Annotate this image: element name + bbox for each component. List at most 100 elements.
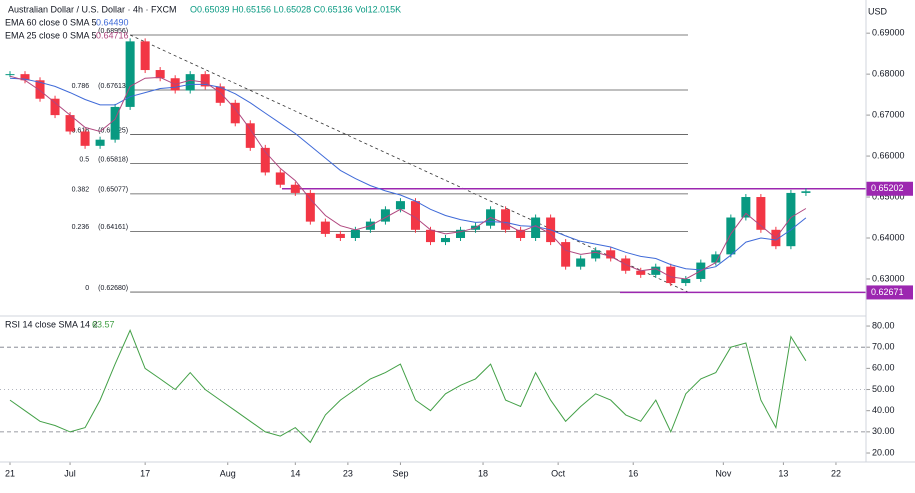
candle [666, 266, 676, 284]
candle [395, 201, 405, 210]
fib-label: (0.64161) [98, 224, 128, 231]
ohlc: O0.65039 H0.65156 L0.65028 C0.65136 Vol1… [190, 4, 401, 14]
x-tick-label: 23 [343, 468, 353, 478]
candle [305, 192, 315, 222]
y-tick-label: 60.00 [872, 363, 895, 373]
fib-label: (0.68956) [98, 28, 128, 35]
y-tick-label: 0.67000 [872, 109, 905, 119]
fib-label: (0.67613) [98, 83, 128, 90]
x-tick-label: Sep [392, 468, 408, 478]
candle [726, 217, 736, 255]
candle [350, 229, 360, 238]
candle [335, 233, 345, 238]
candle [801, 191, 811, 193]
candle [681, 278, 691, 284]
candle [125, 41, 135, 107]
candle [711, 254, 721, 263]
ema-line [9, 77, 807, 271]
candle [245, 123, 255, 148]
rsi-title: RSI 14 close SMA 14 2 [5, 319, 98, 329]
y-tick-label: 0.69000 [872, 28, 905, 38]
candle [215, 86, 225, 103]
x-tick-label: Nov [715, 468, 732, 478]
candle [50, 98, 60, 116]
fib-label: (0.65818) [98, 156, 128, 163]
candle [756, 197, 766, 230]
candle [651, 266, 661, 275]
legend-ema25: EMA 25 close 0 SMA 5 [5, 30, 97, 40]
x-tick-label: 22 [831, 468, 841, 478]
rsi-line [9, 329, 807, 444]
price-label-box [866, 181, 913, 196]
fib-label: (0.65077) [98, 187, 128, 194]
candle [576, 258, 586, 267]
candle [140, 41, 150, 71]
candle [20, 74, 30, 81]
candle [5, 74, 15, 76]
fib-ratio: 0 [85, 285, 89, 292]
y-tick-label: 50.00 [872, 384, 895, 394]
candle [786, 192, 796, 247]
x-tick-label: Jul [64, 468, 76, 478]
fib-ratio: 0.236 [72, 224, 90, 231]
candle [260, 147, 270, 173]
candle [531, 217, 541, 238]
candle [275, 172, 285, 185]
candle [65, 115, 75, 132]
candle [380, 209, 390, 222]
price-label: 0.65202 [871, 183, 904, 193]
x-tick-label: 17 [140, 468, 150, 478]
legend-ema25-value: 0.64716 [96, 30, 129, 40]
candle [320, 221, 330, 234]
candle [516, 229, 526, 238]
candle [456, 229, 466, 238]
fib-ratio: 0.382 [72, 187, 90, 194]
candle [95, 139, 105, 146]
candle [155, 70, 165, 79]
x-tick-label: 13 [778, 468, 788, 478]
trendline [129, 34, 689, 293]
candle [185, 74, 195, 91]
candle [230, 102, 240, 124]
candle [636, 270, 646, 275]
candle [410, 201, 420, 230]
candle [501, 209, 511, 230]
price-label: 0.62671 [871, 287, 904, 297]
candle [80, 131, 90, 146]
price-label-box [866, 285, 913, 300]
y-tick-label: 20.00 [872, 447, 895, 457]
y-tick-label: 40.00 [872, 405, 895, 415]
fib-ratio: 0.5 [79, 156, 89, 163]
y-tick-label: 0.68000 [872, 69, 905, 79]
ema-line [9, 75, 807, 280]
y-tick-label: 80.00 [872, 320, 895, 330]
legend-ema60: EMA 60 close 0 SMA 5 [5, 17, 97, 27]
y-tick-label: 0.63000 [872, 273, 905, 283]
candle [35, 80, 45, 99]
x-tick-label: 21 [5, 468, 15, 478]
currency: USD [868, 6, 888, 16]
candle [741, 197, 751, 218]
fib-ratio: 0.786 [72, 83, 90, 90]
x-tick-label: 18 [478, 468, 488, 478]
fib-ratio: 0.618 [72, 127, 90, 134]
x-tick-label: Aug [220, 468, 236, 478]
y-tick-label: 0.66000 [872, 150, 905, 160]
symbol: Australian Dollar / U.S. Dollar · 4h · F… [8, 4, 177, 14]
y-tick-label: 0.64000 [872, 232, 905, 242]
candle [200, 74, 210, 87]
x-tick-label: Oct [551, 468, 566, 478]
rsi-value: 63.57 [92, 319, 115, 329]
y-tick-label: 70.00 [872, 342, 895, 352]
y-tick-label: 0.65000 [872, 191, 905, 201]
candle [561, 242, 571, 267]
x-tick-label: 16 [628, 468, 638, 478]
candle [290, 184, 300, 193]
candle [606, 250, 616, 259]
candle [591, 250, 601, 259]
candle [440, 237, 451, 243]
y-tick-label: 30.00 [872, 426, 895, 436]
x-tick-label: 14 [290, 468, 300, 478]
